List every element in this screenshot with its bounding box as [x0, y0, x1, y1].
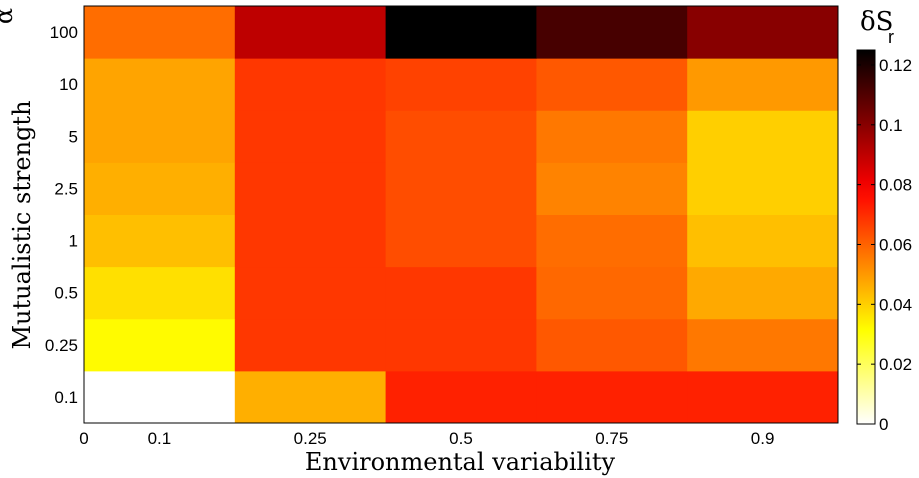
- colorbar-tick-label: 0.02: [879, 355, 912, 374]
- y-tick-label: 0.5: [54, 284, 78, 303]
- x-tick-labels: 0 0.1 0.25 0.5 0.75 0.9: [79, 429, 774, 448]
- heatmap-cell: [84, 318, 236, 372]
- heatmap-cell: [385, 266, 537, 320]
- heatmap-cell: [385, 162, 537, 215]
- heatmap-cell: [234, 162, 387, 215]
- colorbar-label: δS: [860, 7, 893, 37]
- heatmap-cell: [234, 370, 387, 424]
- colorbar-tick-label: 0.08: [879, 176, 912, 195]
- colorbar: [856, 49, 876, 425]
- heatmap-cell: [536, 162, 688, 215]
- y-tick-label: 100: [50, 23, 78, 42]
- heatmap-cell: [84, 162, 236, 215]
- y-axis-label: Mutualistic strength: [8, 100, 36, 349]
- heatmap-cell: [234, 318, 387, 372]
- y-tick-label: 5: [69, 127, 78, 146]
- heatmap-cell: [385, 318, 537, 372]
- heatmap-cell: [536, 318, 688, 372]
- colorbar-tick-label: 0: [879, 415, 888, 434]
- heatmap-cell: [84, 214, 236, 268]
- x-tick-label: 0.5: [449, 429, 473, 448]
- y-axis-symbol: α: [0, 8, 18, 24]
- heatmap-cell: [687, 6, 839, 59]
- heatmap-cell: [385, 110, 537, 163]
- x-tick-label: 0: [79, 429, 88, 448]
- colorbar-label-subscript: r: [888, 27, 894, 47]
- heatmap-cell: [536, 266, 688, 320]
- heatmap-cell: [687, 214, 839, 268]
- heatmap-cells: [84, 6, 839, 424]
- colorbar-tick-label: 0.06: [879, 235, 912, 254]
- heatmap-cell: [84, 110, 236, 163]
- y-tick-labels: 0.1 0.25 0.5 1 2.5 5 10 100: [45, 23, 78, 407]
- heatmap-cell: [687, 110, 839, 163]
- x-tick-label: 0.25: [294, 429, 327, 448]
- heatmap-cell: [234, 266, 387, 320]
- heatmap-cell: [385, 214, 537, 268]
- colorbar-tick-label: 0.04: [879, 295, 912, 314]
- heatmap-cell: [536, 214, 688, 268]
- heatmap-cell: [536, 370, 688, 424]
- heatmap-cell: [385, 370, 537, 424]
- heatmap-cell: [536, 110, 688, 163]
- heatmap-cell: [687, 162, 839, 215]
- heatmap-cell: [536, 58, 688, 111]
- heatmap-cell: [687, 58, 839, 111]
- heatmap-cell: [84, 266, 236, 320]
- heatmap-cell: [84, 6, 236, 59]
- colorbar-ticks: 0 0.02 0.04 0.06 0.08 0.1 0.12: [857, 56, 912, 434]
- y-tick-label: 0.1: [54, 388, 78, 407]
- colorbar-tick-label: 0.12: [879, 56, 912, 75]
- heatmap-cell: [385, 6, 537, 59]
- heatmap-cell: [234, 6, 387, 59]
- heatmap-cell: [84, 58, 236, 111]
- x-tick-label: 0.1: [148, 429, 172, 448]
- x-axis-label: Environmental variability: [305, 448, 616, 476]
- heatmap-cell: [84, 370, 236, 424]
- heatmap-cell: [687, 370, 839, 424]
- heatmap-cell: [234, 214, 387, 268]
- heatmap-cell: [687, 266, 839, 320]
- colorbar-tick-label: 0.1: [879, 116, 903, 135]
- y-tick-label: 0.25: [45, 336, 78, 355]
- heatmap-cell: [234, 110, 387, 163]
- x-tick-label: 0.75: [595, 429, 628, 448]
- plot-frame: [83, 5, 839, 424]
- y-tick-label: 2.5: [54, 179, 78, 198]
- heatmap-cell: [536, 6, 688, 59]
- heatmap-cell: [234, 58, 387, 111]
- heatmap-cell: [687, 318, 839, 372]
- y-tick-label: 1: [69, 232, 78, 251]
- y-tick-label: 10: [59, 75, 78, 94]
- x-tick-label: 0.9: [751, 429, 775, 448]
- heatmap-cell: [385, 58, 537, 111]
